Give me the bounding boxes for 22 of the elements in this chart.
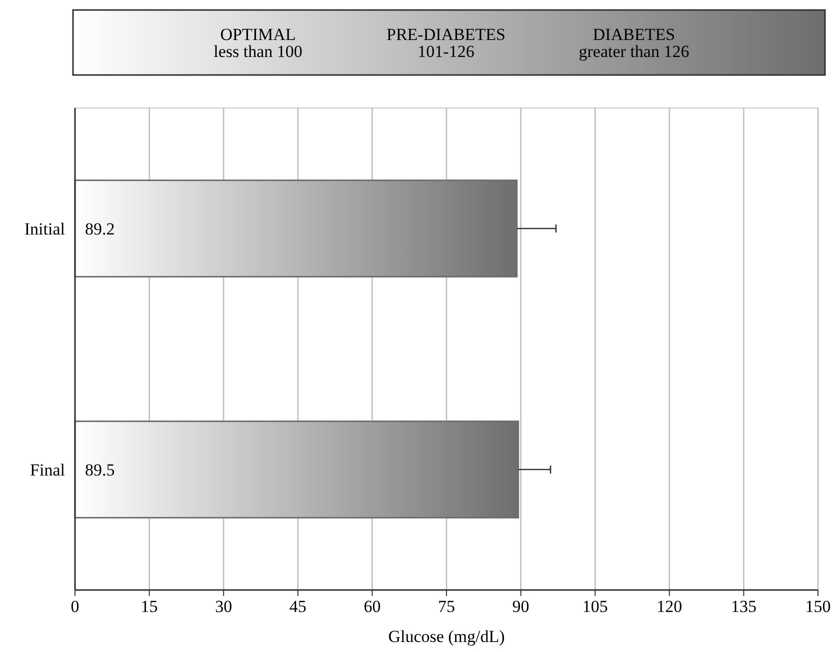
- x-tick-label: 135: [730, 597, 756, 616]
- x-tick-label: 120: [656, 597, 682, 616]
- x-tick-label: 150: [805, 597, 831, 616]
- x-tick-label: 75: [438, 597, 455, 616]
- x-tick-label: 105: [582, 597, 608, 616]
- x-tick-label: 0: [70, 597, 80, 616]
- x-tick-label: 45: [289, 597, 306, 616]
- text: less than 100: [214, 42, 302, 61]
- y-tick-label: Final: [30, 460, 66, 480]
- text: PRE-DIABETES: [386, 25, 506, 44]
- text: greater than 126: [578, 42, 690, 61]
- text: DIABETES: [592, 25, 676, 44]
- x-tick-label: 15: [140, 597, 158, 616]
- data-label: 89.2: [85, 219, 115, 238]
- x-tick-label: 60: [364, 597, 381, 616]
- x-tick-label: 90: [512, 597, 530, 616]
- x-axis-title: Glucose (mg/dL): [388, 627, 505, 646]
- y-tick-label: Initial: [24, 219, 66, 238]
- text: OPTIMAL: [220, 25, 296, 44]
- data-label: 89.5: [85, 460, 115, 480]
- x-tick-label: 30: [215, 597, 232, 616]
- text: 101-126: [418, 42, 474, 61]
